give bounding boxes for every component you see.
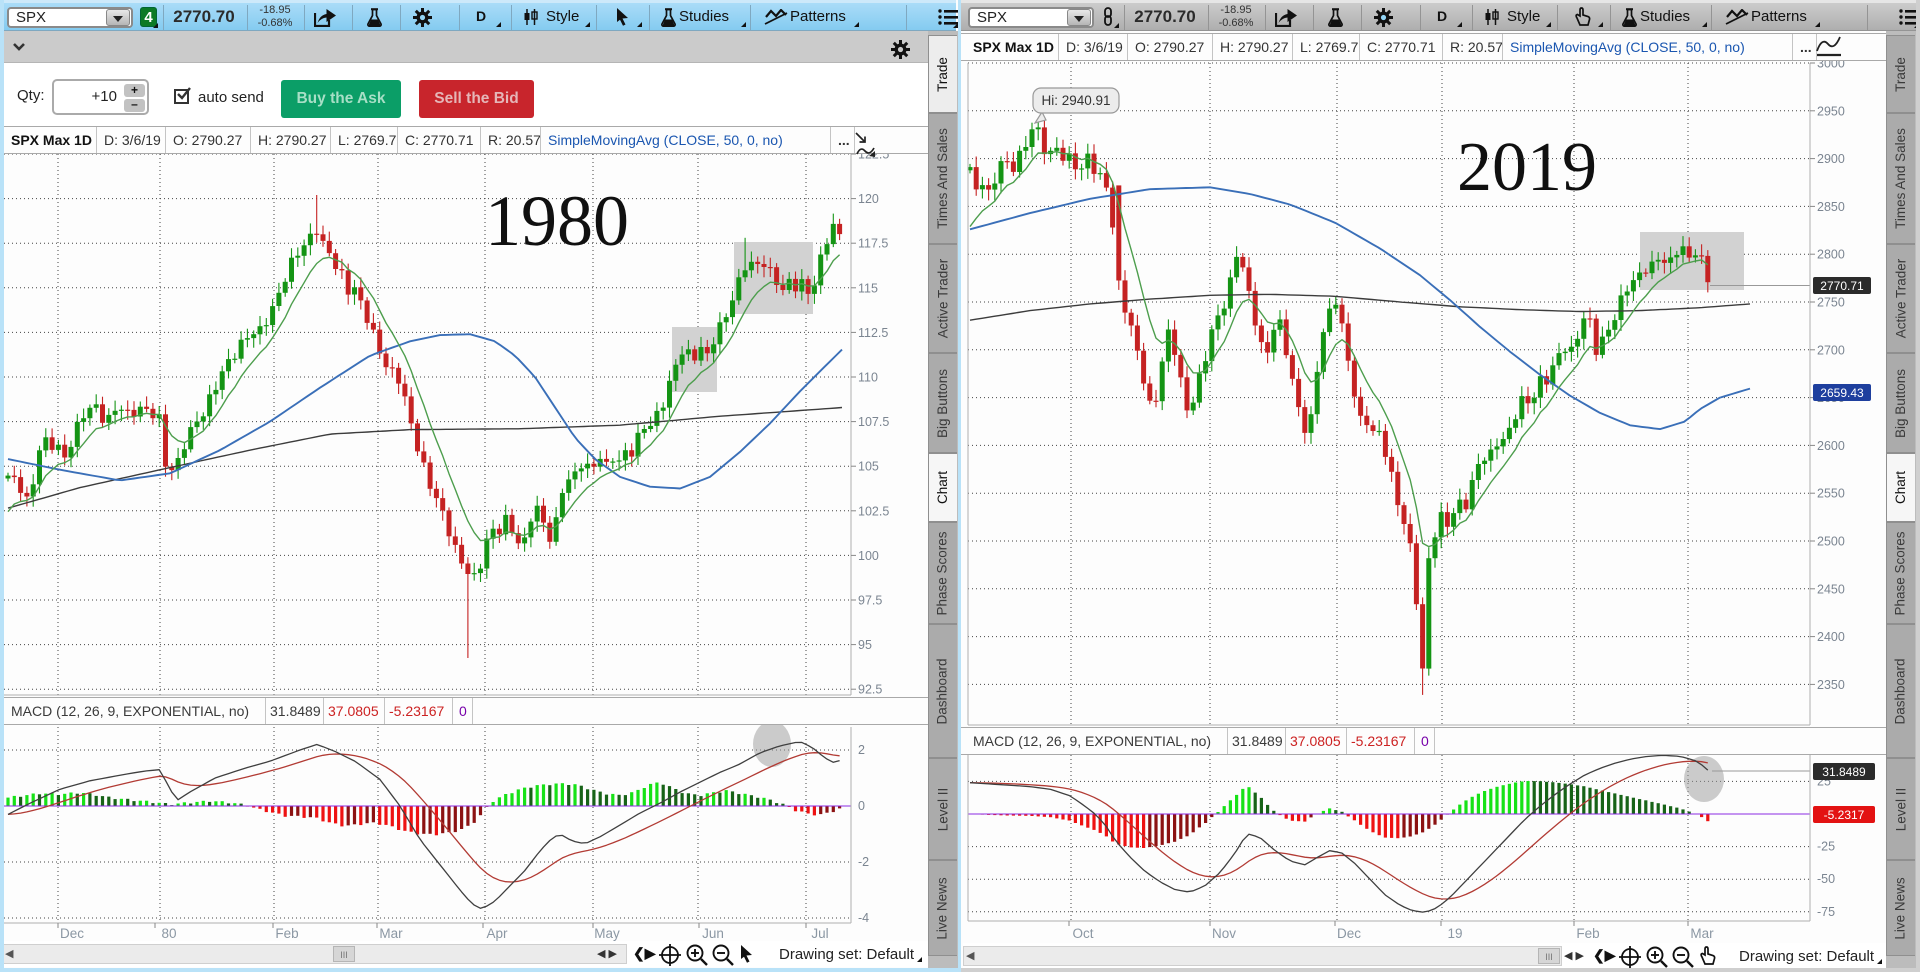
svg-text:-50: -50 bbox=[1817, 872, 1835, 886]
svg-text:Nov: Nov bbox=[1212, 926, 1236, 941]
svg-text:Oct: Oct bbox=[1072, 926, 1093, 941]
svg-text:95: 95 bbox=[858, 638, 872, 652]
svg-text:Mar: Mar bbox=[1690, 926, 1714, 941]
svg-text:92.5: 92.5 bbox=[858, 683, 882, 697]
svg-text:2500: 2500 bbox=[1817, 535, 1845, 549]
svg-text:97.5: 97.5 bbox=[858, 594, 882, 608]
svg-text:Feb: Feb bbox=[1576, 926, 1599, 941]
svg-text:19: 19 bbox=[1447, 926, 1462, 941]
svg-text:2550: 2550 bbox=[1817, 487, 1845, 501]
svg-text:120: 120 bbox=[858, 192, 879, 206]
svg-text:2659.43: 2659.43 bbox=[1820, 386, 1864, 400]
svg-text:2019: 2019 bbox=[1457, 129, 1597, 206]
svg-text:2900: 2900 bbox=[1817, 152, 1845, 166]
svg-text:2800: 2800 bbox=[1817, 248, 1845, 262]
svg-text:31.8489: 31.8489 bbox=[1822, 765, 1866, 779]
svg-text:-4: -4 bbox=[858, 911, 869, 925]
svg-text:102.5: 102.5 bbox=[858, 504, 889, 518]
svg-text:Dec: Dec bbox=[60, 926, 84, 941]
svg-text:0: 0 bbox=[858, 799, 865, 813]
svg-text:1980: 1980 bbox=[485, 181, 629, 261]
svg-text:2700: 2700 bbox=[1817, 343, 1845, 357]
svg-text:Apr: Apr bbox=[486, 926, 508, 941]
svg-text:Feb: Feb bbox=[275, 926, 298, 941]
svg-text:May: May bbox=[594, 926, 620, 941]
svg-text:2950: 2950 bbox=[1817, 104, 1845, 118]
svg-text:110: 110 bbox=[858, 371, 878, 385]
svg-text:-75: -75 bbox=[1817, 905, 1835, 919]
svg-text:117.5: 117.5 bbox=[858, 237, 888, 251]
svg-text:2850: 2850 bbox=[1817, 200, 1845, 214]
svg-text:80: 80 bbox=[161, 926, 176, 941]
svg-text:Jul: Jul bbox=[811, 926, 828, 941]
svg-text:2: 2 bbox=[858, 743, 865, 757]
svg-text:107.5: 107.5 bbox=[858, 415, 889, 429]
svg-text:112.5: 112.5 bbox=[858, 326, 888, 340]
svg-text:Mar: Mar bbox=[379, 926, 403, 941]
svg-text:2350: 2350 bbox=[1817, 678, 1845, 692]
svg-text:2770.71: 2770.71 bbox=[1820, 279, 1864, 293]
svg-text:2450: 2450 bbox=[1817, 582, 1845, 596]
svg-text:Dec: Dec bbox=[1337, 926, 1361, 941]
svg-text:-2: -2 bbox=[858, 855, 869, 869]
svg-text:2600: 2600 bbox=[1817, 439, 1845, 453]
svg-text:Jun: Jun bbox=[702, 926, 724, 941]
svg-text:115: 115 bbox=[858, 281, 878, 295]
svg-text:Hi: 2940.91: Hi: 2940.91 bbox=[1041, 93, 1110, 108]
svg-text:105: 105 bbox=[858, 460, 879, 474]
svg-text:100: 100 bbox=[858, 549, 879, 563]
svg-text:-5.2317: -5.2317 bbox=[1824, 808, 1865, 822]
svg-text:2400: 2400 bbox=[1817, 630, 1845, 644]
svg-text:2750: 2750 bbox=[1817, 296, 1845, 310]
svg-text:-25: -25 bbox=[1817, 840, 1835, 854]
